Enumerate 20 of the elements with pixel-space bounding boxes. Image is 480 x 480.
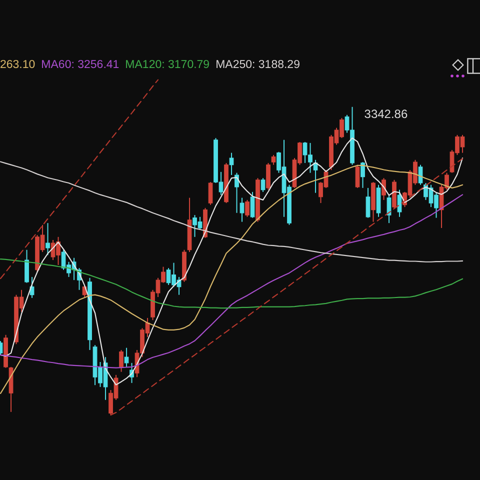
candlestick <box>208 182 213 206</box>
candlestick <box>240 197 244 222</box>
candlestick <box>229 152 234 176</box>
candlestick <box>271 154 276 166</box>
candlestick <box>24 249 29 284</box>
candlestick <box>124 347 129 368</box>
annotation: 3342.86 <box>364 106 408 121</box>
text: 263.10 <box>0 59 36 71</box>
candlestick <box>260 178 266 192</box>
candlestick <box>360 162 365 188</box>
candlestick <box>355 164 360 188</box>
candlestick <box>266 162 270 190</box>
candlestick <box>245 199 250 218</box>
text: MA120: 3170.79 <box>125 59 210 71</box>
text: MA250: 3188.29 <box>216 59 300 71</box>
candlestick <box>119 349 124 372</box>
candlestick <box>46 222 50 256</box>
candlestick <box>366 187 370 218</box>
candlestick <box>234 172 239 214</box>
text: MA60: 3256.41 <box>41 59 120 71</box>
